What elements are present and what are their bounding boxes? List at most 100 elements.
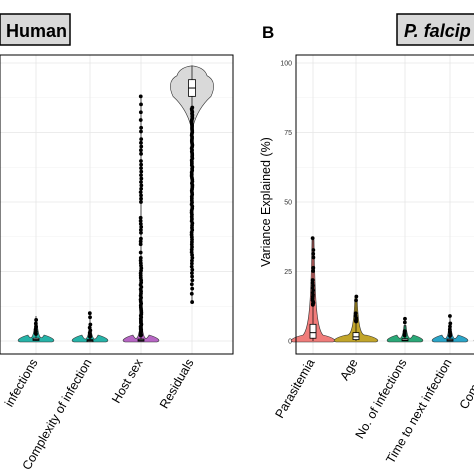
panel-a-title: Human — [6, 21, 67, 41]
outlier-point — [190, 274, 194, 279]
outlier-point — [189, 264, 194, 269]
outlier-point — [310, 280, 315, 285]
x-tick-label: Residuals — [157, 357, 197, 412]
outlier-point — [190, 105, 195, 110]
outlier-point — [190, 286, 195, 291]
y-tick-label: 75 — [284, 130, 292, 137]
panel-a-frame — [0, 54, 234, 355]
outlier-point — [139, 180, 143, 184]
iqr-box — [352, 332, 360, 341]
outlier-point — [138, 242, 143, 247]
outlier-point — [139, 125, 144, 130]
outlier-point — [139, 230, 143, 235]
outlier-point — [402, 320, 407, 325]
outlier-point — [448, 321, 453, 326]
outlier-point — [138, 94, 143, 99]
y-tick-label: 100 — [280, 61, 292, 68]
outlier-point — [310, 236, 315, 241]
outlier-point — [311, 248, 316, 252]
x-tick-label: Host sex — [109, 356, 146, 406]
outlier-point — [402, 329, 407, 334]
outlier-point — [189, 282, 194, 287]
panel-b-title: P. falcip — [404, 21, 471, 41]
outlier-point — [353, 311, 358, 316]
violin-parasitemia — [290, 236, 336, 343]
outlier-point — [139, 183, 144, 188]
outlier-point — [138, 239, 143, 244]
outlier-point — [139, 173, 143, 178]
outlier-point — [139, 200, 143, 204]
y-tick-label: 0 — [288, 339, 292, 346]
x-tick-label: Age — [337, 356, 360, 382]
outlier-point — [139, 236, 143, 241]
outlier-point — [34, 318, 39, 322]
outlier-point — [138, 227, 143, 232]
outlier-point — [311, 255, 316, 260]
outlier-point — [139, 144, 144, 149]
panel-b-marks — [290, 236, 474, 343]
outlier-point — [139, 129, 143, 134]
violin-host-sex — [122, 94, 160, 343]
outlier-point — [190, 278, 195, 283]
outlier-point — [311, 251, 316, 256]
outlier-point — [139, 193, 143, 198]
outlier-point — [138, 110, 143, 115]
panel-b-plot-area — [296, 55, 474, 354]
outlier-point — [403, 316, 407, 321]
outlier-point — [448, 314, 452, 318]
violin-residuals — [170, 65, 214, 304]
outlier-point — [139, 169, 144, 174]
violin-complexity-of-infection — [71, 311, 109, 343]
outlier-point — [190, 300, 195, 304]
outlier-point — [139, 186, 144, 191]
x-tick-label: Complexit — [457, 356, 474, 412]
outlier-point — [189, 261, 194, 266]
outlier-point — [190, 271, 194, 275]
outlier-point — [88, 322, 93, 327]
panel-b-letter: B — [262, 23, 274, 42]
outlier-point — [138, 250, 143, 255]
outlier-point — [189, 291, 194, 296]
outlier-point — [139, 102, 143, 107]
panel-b-title-box — [396, 13, 474, 46]
outlier-point — [190, 258, 194, 263]
outlier-point — [138, 190, 143, 195]
outlier-point — [139, 166, 143, 171]
outlier-point — [87, 311, 92, 316]
outlier-point — [139, 224, 144, 229]
panel-a-marks — [17, 65, 214, 343]
outlier-point — [190, 255, 195, 260]
outlier-point — [139, 137, 144, 141]
outlier-point — [448, 324, 452, 329]
violin-age — [333, 294, 379, 343]
panel-b-y-tick-labels: 0 25 50 75 100 — [280, 61, 292, 346]
outlier-point — [139, 148, 143, 153]
outlier-point — [311, 265, 316, 270]
panel-b-y-axis-title: Variance Explained (%) — [259, 137, 273, 267]
outlier-point — [34, 324, 38, 329]
outlier-point — [139, 162, 144, 167]
outlier-point — [139, 159, 143, 163]
outlier-point — [138, 215, 143, 220]
outlier-point — [310, 278, 315, 282]
x-tick-label: Parasitemia — [272, 356, 317, 420]
violin-time-to-next-infection — [431, 314, 469, 343]
outlier-point — [139, 151, 143, 156]
outlier-point — [311, 269, 316, 273]
outlier-point — [354, 298, 358, 303]
panel-a-title-box — [0, 13, 71, 46]
outlier-point — [87, 325, 92, 330]
panel-b-frame — [295, 54, 474, 355]
outlier-point — [354, 294, 359, 299]
outlier-point — [139, 176, 144, 181]
violin-no-of-infections — [386, 316, 424, 343]
outlier-point — [138, 221, 143, 226]
y-tick-label: 50 — [284, 200, 292, 207]
x-tick-label: infections — [2, 357, 41, 410]
violin-no-of-infections — [17, 315, 55, 343]
panel-b: B P. falcip Variance Explained (%) 0 25 50… — [259, 13, 474, 466]
